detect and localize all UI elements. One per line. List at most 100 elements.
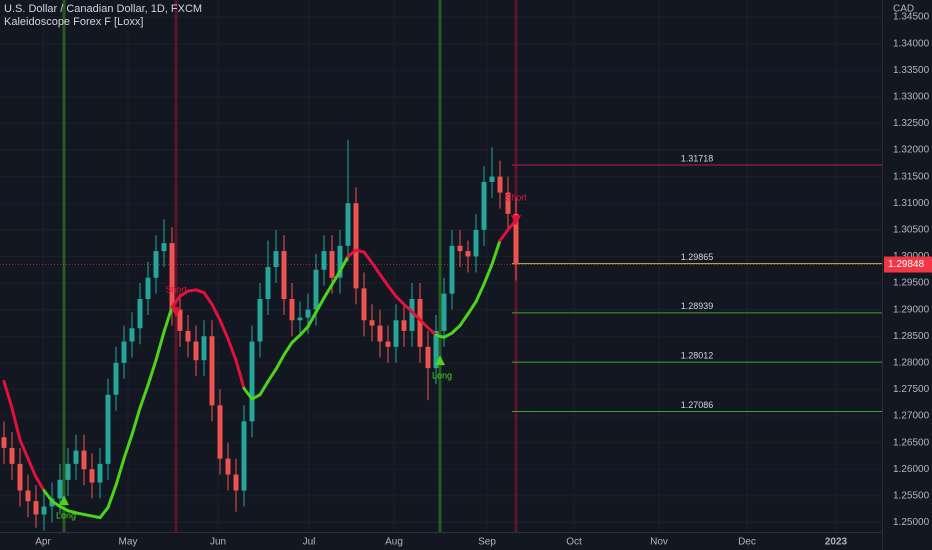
candle-body [105,394,111,464]
indicator-segment [338,254,350,273]
y-tick-label: 1.31500 [893,171,930,182]
candle-body [41,506,47,515]
x-tick-label: Dec [738,537,756,548]
indicator-segment [170,294,182,309]
candle-body [233,474,239,491]
indicator-segment [114,457,126,487]
candle-body [193,341,199,361]
candle-body [281,251,287,299]
candle-body [449,245,455,294]
indicator-segment [450,324,462,335]
indicator-segment [130,406,142,437]
indicator-segment [282,341,294,357]
candle-body [185,330,191,342]
indicator-segment [482,262,494,286]
y-tick-label: 1.30500 [893,224,930,235]
indicator-segment [306,310,318,329]
indicator-segment [474,282,486,304]
candle-body [441,293,447,331]
candle-body [273,251,279,268]
y-tick-label: 1.27000 [893,411,930,422]
candle-body [321,251,327,270]
indicator-segment [498,228,510,242]
candle-body [121,341,127,363]
y-tick-label: 1.28500 [893,331,930,342]
candle-body [409,298,415,331]
x-tick-label: Sep [478,537,496,548]
candle-body [513,213,519,265]
y-tick-label: 1.34500 [893,12,930,23]
signal-band [62,0,66,532]
indicator-segment [314,296,326,314]
signal-label: Short [165,285,187,295]
indicator-segment [370,261,382,277]
candle-body [417,298,423,347]
chart-title: U.S. Dollar / Canadian Dollar, 1D, FXCM [4,3,202,15]
candle-body [241,421,247,491]
y-tick-label: 1.27500 [893,384,930,395]
last-price-label: 1.29848 [888,259,925,270]
candle-body [505,192,511,214]
indicator-segment [290,333,302,345]
indicator-segment [394,294,406,306]
candle-body [393,320,399,347]
indicator-name: Kaleidoscope Forex F [Loxx] [4,16,143,28]
indicator-segment [178,289,190,298]
y-tick-label: 1.25500 [893,490,930,501]
x-tick-label: Aug [385,537,403,548]
candle-body [161,243,167,252]
y-tick-label: 1.28000 [893,357,930,368]
x-tick-label: Jun [210,537,226,548]
signal-band [438,0,442,532]
candle-body [257,298,263,342]
candle-body [169,243,175,310]
indicator-segment [274,353,286,371]
indicator-segment [378,273,390,288]
x-tick-label: 2023 [825,537,848,548]
indicator-segment [346,248,358,258]
candle-body [209,336,215,406]
y-tick-label: 1.34000 [893,38,930,49]
last-price-tag [884,256,932,273]
candle-body [265,267,271,299]
indicator-segment [442,331,454,339]
candle-body [313,269,319,310]
plot: 1.31718 1.29865 1.28939 1.28012 1.27086 Long S… [0,0,882,532]
candle-body [137,298,143,329]
candle-body [129,328,135,342]
indicator-segment [10,406,22,442]
candle-body [297,317,303,321]
candle-body [177,309,183,331]
indicator-segment [122,433,134,461]
candle-body [305,309,311,318]
y-tick-label: 1.33000 [893,91,930,102]
indicator-segment [234,358,246,390]
signal-label: Long [432,371,452,381]
indicator-segment [330,269,342,287]
indicator-segment [26,457,38,479]
indicator-segment [410,310,422,322]
candle-body [361,288,367,321]
y-tick-label: 1.25000 [893,517,930,528]
x-tick-label: Apr [35,537,51,548]
candle-body [345,203,351,246]
indicator-segment [18,438,30,461]
y-tick-label: 1.32000 [893,145,930,156]
candle-body [369,320,375,326]
indicator-segment [58,504,70,513]
candle-body [57,479,63,499]
signal-marker [171,307,181,318]
indicator-segment [50,499,62,508]
indicator-segment [386,284,398,298]
level-label: 1.28012 [681,351,714,361]
indicator-segment [162,305,174,334]
candle-body [289,298,295,321]
candle-body [153,251,159,278]
indicator-segment [250,393,262,401]
indicator-segment [138,383,150,410]
y-tick-label: 1.32500 [893,118,930,129]
x-tick-label: May [119,537,138,548]
candle-body [457,245,463,252]
candle-body [25,490,31,502]
signal-marker [511,215,521,226]
